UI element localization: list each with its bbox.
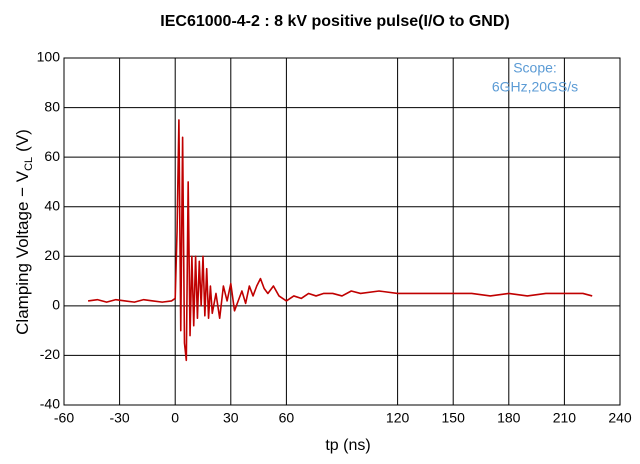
annotation: 6GHz,20GS/s: [492, 79, 578, 95]
y-tick-label: 20: [44, 247, 60, 263]
y-tick-label: 40: [44, 197, 60, 213]
x-tick-label: 0: [171, 410, 179, 426]
x-tick-label: 30: [223, 410, 239, 426]
x-axis-label: tp (ns): [325, 437, 370, 454]
chart-title: IEC61000-4-2 : 8 kV positive pulse(I/O t…: [160, 13, 509, 30]
y-tick-label: 100: [37, 49, 61, 65]
x-tick-label: 180: [497, 410, 521, 426]
y-label-main: Clamping Voltage − V: [13, 170, 32, 335]
y-label-unit: (V): [13, 129, 32, 152]
y-tick-label: -20: [40, 346, 60, 362]
plot-border: [63, 57, 621, 406]
data-line: [87, 119, 593, 362]
y-axis-label: Clamping Voltage − VCL (V): [13, 129, 34, 335]
y-label-sub: CL: [23, 157, 35, 171]
annotation: Scope:: [513, 60, 557, 76]
x-tick-label: 240: [608, 410, 632, 426]
x-tick-label: -30: [109, 410, 129, 426]
x-tick-label: 120: [386, 410, 410, 426]
y-tick-label: -40: [40, 396, 60, 412]
x-tick-label: -60: [54, 410, 74, 426]
x-tick-label: 60: [279, 410, 295, 426]
y-tick-label: 60: [44, 148, 60, 164]
x-tick-label: 210: [553, 410, 577, 426]
y-tick-label: 0: [52, 297, 60, 313]
x-tick-label: 150: [442, 410, 466, 426]
y-tick-label: 80: [44, 98, 60, 114]
